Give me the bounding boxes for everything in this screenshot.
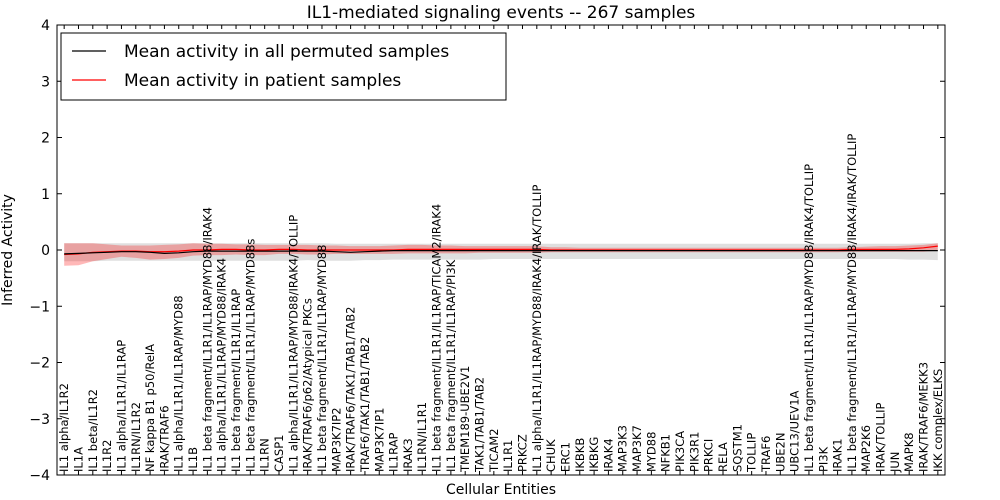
- x-tick-label: IRAK1: [831, 438, 845, 472]
- permuted-mean-line: [64, 250, 938, 255]
- x-tick-label: IKK complex/ELKS: [931, 369, 945, 472]
- x-tick-label: TRAF6: [759, 436, 773, 473]
- x-tick-label: JUN: [888, 452, 902, 473]
- x-tick-label: IL1 beta fragment/IL1R1/IL1RAP/MYD88/IRA…: [845, 134, 859, 472]
- x-tick-label: TICAM2: [487, 428, 501, 473]
- y-tick-label: −2: [29, 356, 50, 372]
- x-tick-label: ERC1: [559, 442, 573, 472]
- x-tick-label: UBE2N: [773, 433, 787, 473]
- x-tick-label: PRKCI: [702, 439, 716, 472]
- x-tick-label: IL1R1: [501, 440, 515, 472]
- x-tick-label: MAP3K3: [616, 425, 630, 472]
- x-tick-label: IL1 alpha/IL1R1/IL1RAP/MYD88/IRAK4/TOLLI…: [286, 215, 300, 472]
- x-tick-label: UBC13/UEV1A: [788, 390, 802, 472]
- x-tick-label: IRAK/TOLLIP: [874, 402, 888, 471]
- y-tick-label: −1: [29, 299, 50, 315]
- x-tick-label: PIK3R1: [687, 432, 701, 473]
- x-tick-label: IKBKB: [573, 438, 587, 472]
- x-tick-label: IRAK4: [601, 438, 615, 472]
- x-tick-label: IRAK/TRAF6: [157, 405, 171, 472]
- x-tick-label: TOLLIP: [745, 433, 759, 473]
- x-axis-label: Cellular Entities: [446, 482, 556, 498]
- x-tick-label: PIK3CA: [673, 431, 687, 472]
- x-tick-label: IRAK/TRAF6/TAK1/TAB1/TAB2: [344, 307, 358, 472]
- x-tick-label: IL1 beta fragment/IL1R1/IL1RAP/MYD88/IRA…: [802, 164, 816, 472]
- x-tick-label: IL1 beta fragment/IL1R1/IL1RAP/PI3K: [444, 259, 458, 472]
- permuted-range-band: [64, 243, 938, 262]
- x-tick-label: MAP3K7: [630, 425, 644, 472]
- x-tick-label: CHUK: [544, 439, 558, 472]
- x-tick-label: IL1 alpha/IL1R1/IL1RAP: [115, 340, 129, 472]
- x-tick-label: IL1 beta fragment/IL1R1/IL1RAP/MYD88/IRA…: [200, 207, 214, 472]
- legend-box: [60, 32, 507, 101]
- x-tick-label: IL1 beta fragment/IL1R1/IL1RAP/TICAM2/IR…: [430, 204, 444, 472]
- x-tick-label: MAPK8: [902, 432, 916, 472]
- y-axis: −4 −3 −2 −1 0 1 2 3 4: [29, 18, 945, 484]
- x-tick-label: TAK1/TAB1/TAB2: [473, 377, 487, 473]
- x-tick-label: IL1RN/IL1R1: [415, 402, 429, 472]
- x-tick-label: IKBKG: [587, 437, 601, 472]
- x-axis: IL1 alpha/IL1R2 IL1A IL1 beta/IL1R2 IL1R2 IL…: [57, 25, 945, 475]
- x-tick-label: IL1RAP: [387, 433, 401, 473]
- x-tick-label: IL1R2: [100, 440, 114, 472]
- x-tick-label: IL1RN/IL1R2: [129, 402, 143, 472]
- x-tick-label: IRAK/TRAF6/MEKK3: [917, 362, 931, 472]
- x-tick-label: PI3K: [816, 446, 830, 472]
- x-tick-label: NF kappa B1 p50/RelA: [143, 344, 157, 472]
- x-tick-label: MAP2K6: [859, 425, 873, 472]
- x-tick-label: MYD88: [644, 432, 658, 472]
- x-tick-label: MAP3K7IP1: [372, 407, 386, 472]
- x-tick-label: IL1 alpha/IL1R2: [57, 383, 71, 472]
- x-tick-label: TRAF6/TAK1/TAB1/TAB2: [358, 337, 372, 473]
- legend: Mean activity in all permuted samples Me…: [60, 32, 507, 101]
- y-axis-label: Inferred Activity: [0, 194, 16, 306]
- x-tick-label: IL1B: [186, 447, 200, 472]
- x-tick-label: IRAK/TRAF6/p62/Atypical PKCs: [301, 298, 315, 472]
- x-tick-label: IL1 beta fragment/IL1R1/IL1RAP/MYD88s: [243, 239, 257, 472]
- y-tick-label: 2: [41, 131, 50, 147]
- x-tick-label: IL1A: [72, 447, 86, 472]
- x-tick-label: CASP1: [272, 435, 286, 472]
- x-tick-label: IL1RN: [258, 438, 272, 472]
- y-tick-label: −3: [29, 412, 50, 428]
- x-tick-label: IL1 beta fragment/IL1R1/IL1RAP: [229, 289, 243, 472]
- y-tick-label: 3: [41, 74, 50, 90]
- x-tick-label: PRKCZ: [516, 434, 530, 472]
- x-tick-label: IL1 beta/IL1R2: [86, 389, 100, 472]
- x-tick-label: TMEM189-UBE2V1: [458, 366, 472, 473]
- y-tick-label: 1: [41, 187, 50, 203]
- x-tick-label: NFKB1: [659, 434, 673, 472]
- y-tick-label: −4: [29, 468, 50, 484]
- legend-label-patient: Mean activity in patient samples: [124, 71, 401, 91]
- x-tick-label: SQSTM1: [730, 424, 744, 472]
- x-tick-label: MAP3K7IP2: [329, 407, 343, 472]
- x-tick-label: RELA: [716, 442, 730, 472]
- x-tick-label: IL1 alpha/IL1R1/IL1RAP/MYD88/IRAK4/IRAK/…: [530, 185, 544, 472]
- y-tick-label: 0: [41, 243, 50, 259]
- x-tick-label: IL1 alpha/IL1R1/IL1RAP/MYD88: [172, 295, 186, 472]
- x-tick-label: IRAK3: [401, 438, 415, 472]
- x-tick-label: IL1 beta fragment/IL1R1/IL1RAP/MYD88: [315, 245, 329, 472]
- x-tick-label: IL1 alpha/IL1R1/IL1RAP/MYD88/IRAK4: [215, 258, 229, 472]
- y-tick-label: 4: [41, 18, 50, 34]
- chart-title: IL1-mediated signaling events -- 267 sam…: [307, 3, 696, 23]
- series-lines: [64, 245, 938, 256]
- legend-label-permuted: Mean activity in all permuted samples: [124, 42, 449, 62]
